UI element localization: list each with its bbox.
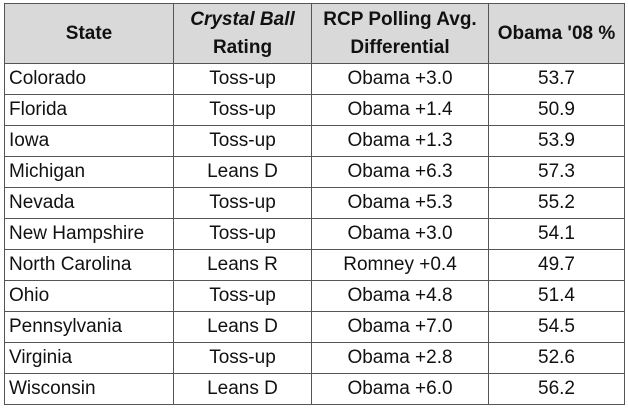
rating-cell: Toss-up bbox=[173, 125, 312, 157]
obama08-cell: 54.5 bbox=[488, 311, 625, 343]
differential-cell: Obama +2.8 bbox=[311, 342, 489, 374]
header-state: State bbox=[4, 3, 174, 64]
rating-cell: Toss-up bbox=[173, 218, 312, 250]
table-row: New Hampshire Toss-up Obama +3.0 54.1 bbox=[4, 218, 625, 250]
state-cell: New Hampshire bbox=[4, 218, 174, 250]
rating-cell: Toss-up bbox=[173, 94, 312, 126]
obama08-cell: 50.9 bbox=[488, 94, 625, 126]
differential-cell: Obama +4.8 bbox=[311, 280, 489, 312]
table-row: Ohio Toss-up Obama +4.8 51.4 bbox=[4, 280, 625, 312]
differential-cell: Obama +6.0 bbox=[311, 373, 489, 405]
rating-cell: Toss-up bbox=[173, 342, 312, 374]
rating-cell: Leans D bbox=[173, 373, 312, 405]
rating-cell: Leans D bbox=[173, 311, 312, 343]
differential-cell: Obama +5.3 bbox=[311, 187, 489, 219]
header-rcp-line1: RCP Polling Avg. bbox=[323, 8, 477, 30]
rating-cell: Toss-up bbox=[173, 63, 312, 95]
header-obama08-label: Obama '08 % bbox=[497, 22, 616, 44]
obama08-cell: 52.6 bbox=[488, 342, 625, 374]
state-cell: North Carolina bbox=[4, 249, 174, 281]
header-rating-line2: Rating bbox=[212, 36, 273, 58]
state-cell: Florida bbox=[4, 94, 174, 126]
table-row: Colorado Toss-up Obama +3.0 53.7 bbox=[4, 63, 625, 95]
differential-cell: Obama +1.4 bbox=[311, 94, 489, 126]
swing-state-table: State Crystal Ball Rating RCP Polling Av… bbox=[4, 3, 625, 405]
obama08-cell: 54.1 bbox=[488, 218, 625, 250]
rating-cell: Leans D bbox=[173, 156, 312, 188]
table-header: State Crystal Ball Rating RCP Polling Av… bbox=[4, 3, 625, 64]
header-obama-08-pct: Obama '08 % bbox=[488, 3, 625, 64]
table-row: Wisconsin Leans D Obama +6.0 56.2 bbox=[4, 373, 625, 405]
obama08-cell: 53.7 bbox=[488, 63, 625, 95]
obama08-cell: 51.4 bbox=[488, 280, 625, 312]
table-row: Nevada Toss-up Obama +5.3 55.2 bbox=[4, 187, 625, 219]
table-row: Michigan Leans D Obama +6.3 57.3 bbox=[4, 156, 625, 188]
obama08-cell: 55.2 bbox=[488, 187, 625, 219]
header-rcp-differential: RCP Polling Avg. Differential bbox=[311, 3, 489, 64]
table-row: Virginia Toss-up Obama +2.8 52.6 bbox=[4, 342, 625, 374]
table-row: Florida Toss-up Obama +1.4 50.9 bbox=[4, 94, 625, 126]
state-cell: Virginia bbox=[4, 342, 174, 374]
differential-cell: Obama +3.0 bbox=[311, 63, 489, 95]
differential-cell: Romney +0.4 bbox=[311, 249, 489, 281]
rating-cell: Leans R bbox=[173, 249, 312, 281]
table-body: Colorado Toss-up Obama +3.0 53.7 Florida Toss… bbox=[4, 63, 625, 405]
state-cell: Iowa bbox=[4, 125, 174, 157]
obama08-cell: 57.3 bbox=[488, 156, 625, 188]
state-cell: Nevada bbox=[4, 187, 174, 219]
rating-cell: Toss-up bbox=[173, 280, 312, 312]
header-crystal-ball-rating: Crystal Ball Rating bbox=[173, 3, 312, 64]
header-rcp-line2: Differential bbox=[350, 36, 450, 58]
state-cell: Colorado bbox=[4, 63, 174, 95]
rating-cell: Toss-up bbox=[173, 187, 312, 219]
differential-cell: Obama +6.3 bbox=[311, 156, 489, 188]
differential-cell: Obama +7.0 bbox=[311, 311, 489, 343]
table-row: North Carolina Leans R Romney +0.4 49.7 bbox=[4, 249, 625, 281]
obama08-cell: 56.2 bbox=[488, 373, 625, 405]
state-cell: Pennsylvania bbox=[4, 311, 174, 343]
state-cell: Wisconsin bbox=[4, 373, 174, 405]
differential-cell: Obama +1.3 bbox=[311, 125, 489, 157]
swing-state-table-container: State Crystal Ball Rating RCP Polling Av… bbox=[4, 3, 625, 409]
state-cell: Michigan bbox=[4, 156, 174, 188]
header-state-label: State bbox=[65, 22, 113, 44]
obama08-cell: 53.9 bbox=[488, 125, 625, 157]
header-rating-line1: Crystal Ball bbox=[190, 8, 295, 30]
table-row: Iowa Toss-up Obama +1.3 53.9 bbox=[4, 125, 625, 157]
differential-cell: Obama +3.0 bbox=[311, 218, 489, 250]
table-row: Pennsylvania Leans D Obama +7.0 54.5 bbox=[4, 311, 625, 343]
header-row: State Crystal Ball Rating RCP Polling Av… bbox=[4, 3, 625, 64]
obama08-cell: 49.7 bbox=[488, 249, 625, 281]
state-cell: Ohio bbox=[4, 280, 174, 312]
